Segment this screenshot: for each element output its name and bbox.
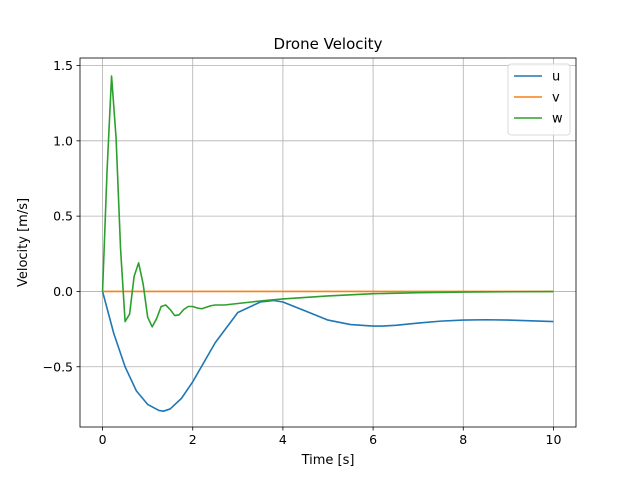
y-axis-label: Velocity [m/s] [16,198,31,287]
x-tick-label: 4 [279,432,287,447]
legend: uvw [507,63,571,136]
x-tick-label: 6 [369,432,377,447]
series-lines [101,75,554,412]
x-axis-label: Time [s] [301,453,355,468]
y-tick-label: 0.5 [53,209,73,224]
legend-label-w: w [552,112,563,127]
x-tick-label: 10 [546,432,562,447]
series-line-u [101,291,554,412]
y-tick-label: −0.5 [43,359,73,374]
plot-frame [79,57,577,428]
axis-ticks: 0 2 4 6 8 10 −0.5 0.0 0.5 1.0 1.5 [43,58,562,447]
x-tick-label: 8 [459,432,467,447]
x-tick-label: 0 [99,432,107,447]
x-tick-label: 2 [189,432,197,447]
y-tick-label: 1.5 [53,58,73,73]
chart-title: Drone Velocity [274,35,383,53]
grid [80,58,576,427]
legend-label-u: u [552,70,560,85]
y-tick-label: 1.0 [53,133,73,148]
series-line-w [101,75,554,328]
y-tick-label: 0.0 [53,284,73,299]
legend-label-v: v [552,91,560,106]
